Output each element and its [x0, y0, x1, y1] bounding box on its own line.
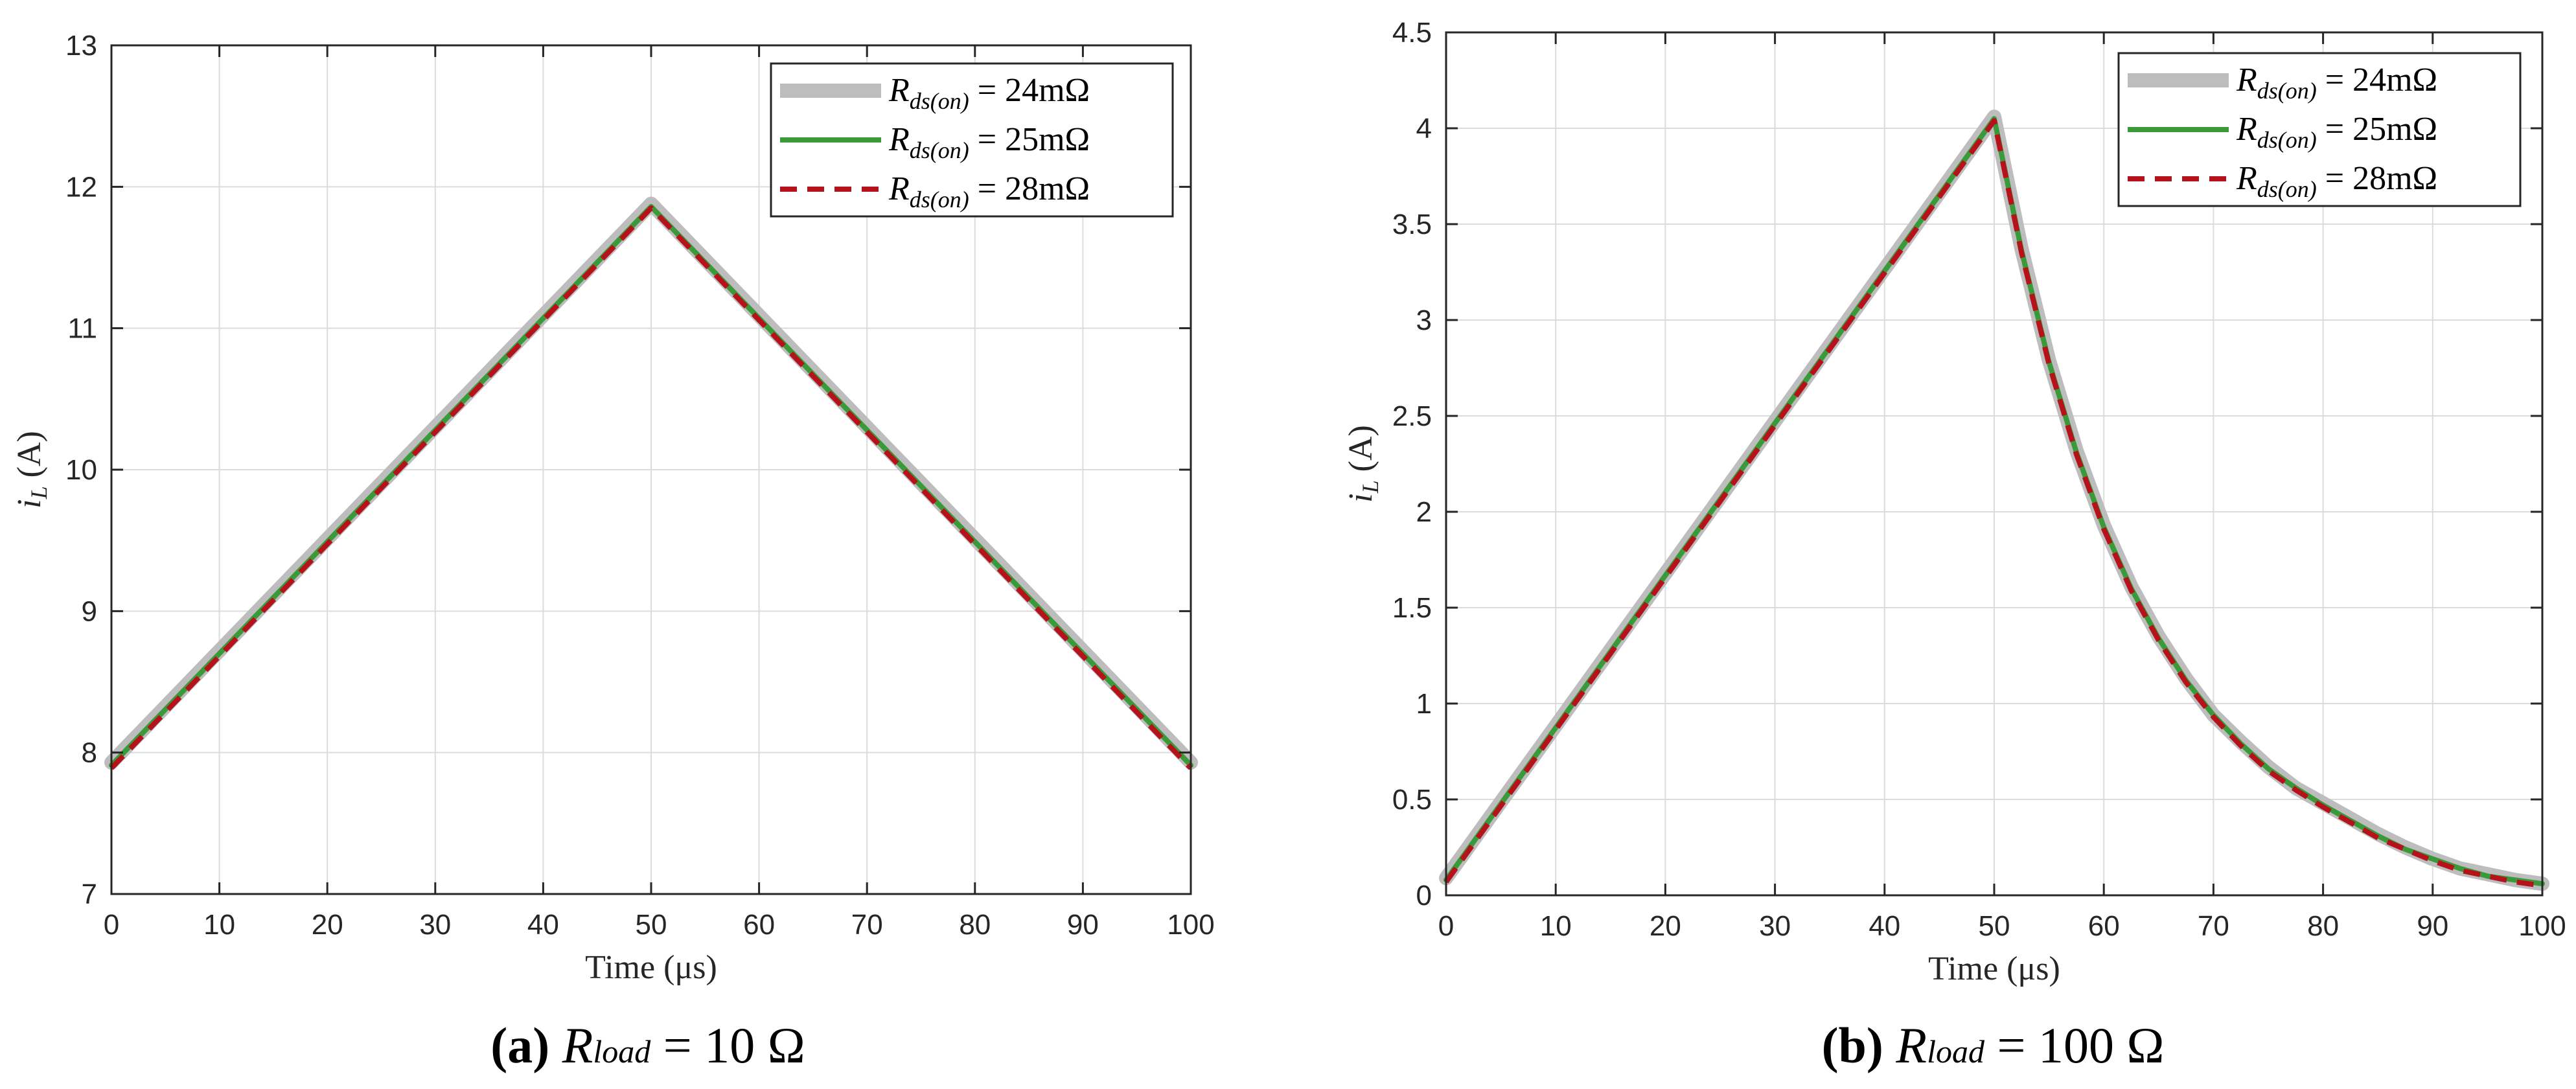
- y-tick-label: 12: [65, 171, 97, 203]
- legend-entry-3: Rds(on) = 28mΩ: [888, 170, 1090, 212]
- x-tick-label: 40: [1869, 910, 1900, 942]
- y-tick-label: 1.5: [1392, 592, 1432, 624]
- caption-label: (a): [490, 1017, 562, 1073]
- y-tick-label: 13: [65, 30, 97, 62]
- legend-value: = 24mΩ: [2317, 62, 2437, 98]
- legend-subscript: ds(on): [910, 88, 969, 114]
- y-tick-label: 8: [82, 737, 97, 769]
- y-tick-label: 7: [82, 878, 97, 910]
- legend-symbol: R: [2236, 62, 2257, 98]
- x-tick-label: 100: [2518, 910, 2566, 942]
- legend-value: = 28mΩ: [969, 170, 1090, 207]
- legend-value: = 24mΩ: [969, 72, 1090, 109]
- legend-entry-2: Rds(on) = 25mΩ: [888, 121, 1090, 163]
- legend-symbol: R: [2236, 111, 2257, 148]
- caption-value: = 100 Ω: [1984, 1017, 2164, 1073]
- y-tick-label: 2.5: [1392, 400, 1432, 432]
- legend-symbol: R: [2236, 160, 2257, 197]
- x-tick-label: 20: [1650, 910, 1681, 942]
- y-tick-label: 0.5: [1392, 784, 1432, 816]
- y-label-symbol: i: [11, 499, 48, 508]
- series-line-3: [109, 205, 1193, 770]
- legend-subscript: ds(on): [910, 137, 969, 163]
- y-tick-label: 2: [1416, 496, 1432, 528]
- y-axis-label: iL (A): [11, 431, 52, 509]
- legend-subscript: ds(on): [2257, 127, 2317, 153]
- y-label-subscript: L: [26, 486, 52, 499]
- x-tick-label: 0: [1438, 910, 1454, 942]
- y-label-subscript: L: [1357, 480, 1383, 494]
- legend-subscript: ds(on): [2257, 176, 2317, 202]
- y-tick-label: 4: [1416, 113, 1432, 144]
- x-tick-label: 50: [636, 909, 667, 941]
- legend-symbol: R: [888, 121, 910, 158]
- x-tick-label: 60: [2088, 910, 2120, 942]
- chart-caption: (b) Rload = 100 Ω: [1822, 1017, 2165, 1073]
- x-tick-label: 50: [1979, 910, 2010, 942]
- caption-subscript: load: [1927, 1033, 1985, 1070]
- legend-subscript: ds(on): [910, 187, 969, 212]
- x-tick-label: 80: [2307, 910, 2339, 942]
- x-tick-label: 30: [1759, 910, 1791, 942]
- legend-entry-1: Rds(on) = 24mΩ: [2236, 62, 2437, 104]
- legend-entry-1: Rds(on) = 24mΩ: [888, 72, 1090, 114]
- y-tick-label: 1: [1416, 688, 1432, 720]
- x-tick-label: 10: [1540, 910, 1572, 942]
- x-tick-label: 70: [2198, 910, 2229, 942]
- legend-value: = 28mΩ: [2317, 160, 2437, 197]
- legend-symbol: R: [888, 170, 910, 207]
- x-tick-label: 0: [104, 909, 119, 941]
- x-tick-label: 30: [419, 909, 451, 941]
- legend-value: = 25mΩ: [969, 121, 1090, 158]
- y-tick-label: 0: [1416, 880, 1432, 911]
- x-tick-label: 90: [2417, 910, 2448, 942]
- y-label-symbol: i: [1342, 493, 1379, 502]
- legend-entry-3: Rds(on) = 28mΩ: [2236, 160, 2437, 202]
- caption-symbol: R: [1895, 1017, 1927, 1073]
- legend-symbol: R: [888, 72, 910, 109]
- y-tick-label: 4.5: [1392, 17, 1432, 49]
- chart-b: 0 10 20 30 40 50 60 70 80 90 100 0 0.5 1 1.5 2 2.5 3 3.5 4 4…: [1342, 17, 2566, 1073]
- x-tick-label: 100: [1167, 909, 1214, 941]
- caption-value: = 10 Ω: [650, 1017, 805, 1073]
- y-label-unit: (A): [1342, 425, 1379, 480]
- caption-symbol: R: [562, 1017, 593, 1073]
- x-tick-label: 90: [1067, 909, 1099, 941]
- y-label-unit: (A): [11, 431, 48, 486]
- chart-a: 0 10 20 30 40 50 60 70 80 90 100 7 8 9 10 11 12 13 Time (μ…: [11, 30, 1215, 1073]
- caption-label: (b): [1822, 1017, 1896, 1073]
- x-tick-label: 60: [743, 909, 775, 941]
- y-tick-label: 10: [65, 454, 97, 486]
- y-tick-label: 3.5: [1392, 209, 1432, 240]
- legend-subscript: ds(on): [2257, 78, 2317, 104]
- x-axis-label: Time (μs): [585, 949, 717, 986]
- y-axis-label: iL (A): [1342, 425, 1383, 503]
- caption-subscript: load: [593, 1033, 651, 1070]
- y-tick-label: 9: [82, 595, 97, 627]
- legend-value: = 25mΩ: [2317, 111, 2437, 148]
- x-tick-label: 80: [959, 909, 991, 941]
- x-tick-label: 40: [527, 909, 559, 941]
- legend-entry-2: Rds(on) = 25mΩ: [2236, 111, 2437, 153]
- chart-caption: (a) Rload = 10 Ω: [490, 1017, 805, 1073]
- series-line-3: [1443, 118, 2543, 889]
- y-tick-label: 11: [67, 313, 97, 345]
- x-tick-label: 70: [851, 909, 883, 941]
- x-axis-label: Time (μs): [1928, 950, 2060, 987]
- x-tick-label: 10: [203, 909, 235, 941]
- y-tick-label: 3: [1416, 304, 1432, 336]
- x-tick-label: 20: [312, 909, 343, 941]
